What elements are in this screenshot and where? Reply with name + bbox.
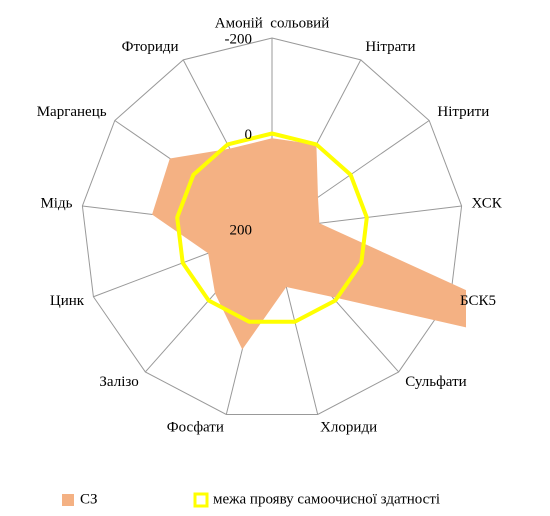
category-label: Фосфати bbox=[167, 419, 224, 435]
category-label: Хлориди bbox=[320, 419, 377, 435]
category-label: ХСК bbox=[472, 196, 503, 212]
area bbox=[152, 138, 466, 350]
category-label: Сульфати bbox=[405, 374, 466, 390]
category-label: Нітрати bbox=[365, 39, 415, 55]
category-label: Марганець bbox=[37, 104, 107, 120]
plot-area bbox=[152, 131, 466, 350]
category-label: Цинк bbox=[50, 293, 85, 309]
category-label: Нітрити bbox=[437, 104, 489, 120]
y-tick-label: 200 bbox=[230, 222, 253, 238]
legend-swatch bbox=[193, 492, 209, 508]
category-label: Фториди bbox=[122, 39, 179, 55]
legend-label: СЗ bbox=[80, 491, 98, 507]
grid-ring bbox=[81, 37, 463, 415]
category-label: Амоній сольовий bbox=[215, 15, 329, 31]
y-tick-label: -200 bbox=[225, 31, 253, 47]
category-label: Мідь bbox=[40, 196, 72, 212]
category-label: Залізо bbox=[99, 374, 138, 390]
line bbox=[175, 131, 369, 324]
category-label: БСК5 bbox=[460, 293, 496, 309]
legend-label: межа прояву самоочисної здатності bbox=[213, 491, 440, 507]
y-tick-label: 0 bbox=[245, 127, 253, 143]
legend-swatch bbox=[62, 494, 74, 506]
